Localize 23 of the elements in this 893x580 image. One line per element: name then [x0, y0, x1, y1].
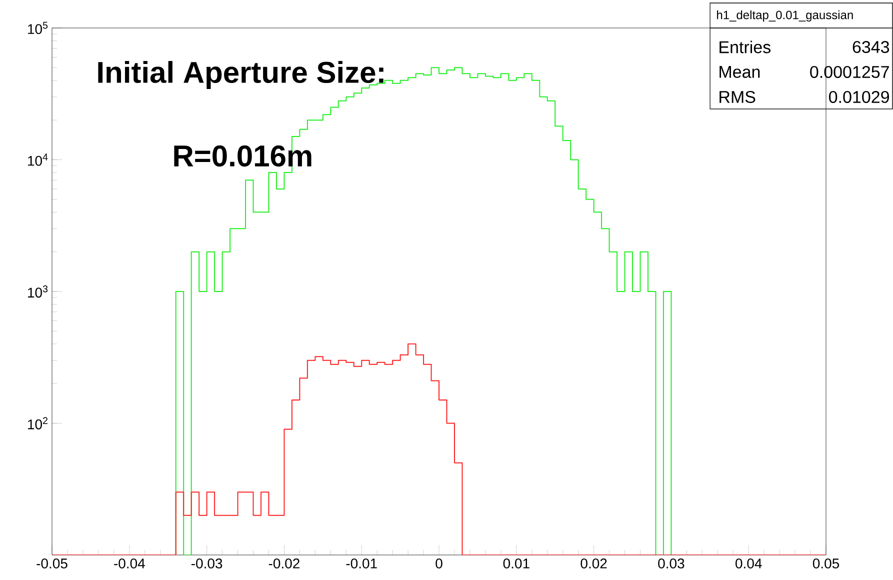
y-tick-label: 10$^{2}$ [28, 417, 48, 430]
y-tick-label: 10$^{4}$ [28, 154, 48, 166]
x-tick-label: 0.02 [580, 558, 607, 568]
annotation: RMS [720, 90, 756, 104]
x-tick-label: -0.02 [268, 558, 300, 568]
x-tick-label: 0.03 [658, 558, 684, 568]
annotation: Mean [720, 66, 760, 78]
y-tick-label: 10$^{3}$ [28, 285, 48, 298]
x-tick-label: -0.04 [114, 558, 145, 568]
x-tick-label: 0.05 [812, 558, 840, 568]
annotation: 0.0001257 [810, 66, 889, 78]
annotation: Initial Aperture Size: [98, 61, 384, 89]
x-tick-label: 0.04 [736, 558, 762, 568]
x-tick-label: -0.01 [346, 558, 377, 568]
x-tick-label: 0.01 [503, 558, 530, 568]
annotation: Entries [720, 40, 770, 54]
text: h1_deltap_0.01_gaussian [717, 10, 853, 22]
y-tick-label: 10$^{5}$ [28, 22, 48, 34]
x-tick-label: 0 [436, 558, 442, 568]
text: 6343 [852, 40, 890, 54]
text: 0.01029 [829, 90, 889, 104]
x-tick-label: -0.05 [36, 558, 68, 568]
x-tick-label: -0.03 [191, 558, 222, 568]
